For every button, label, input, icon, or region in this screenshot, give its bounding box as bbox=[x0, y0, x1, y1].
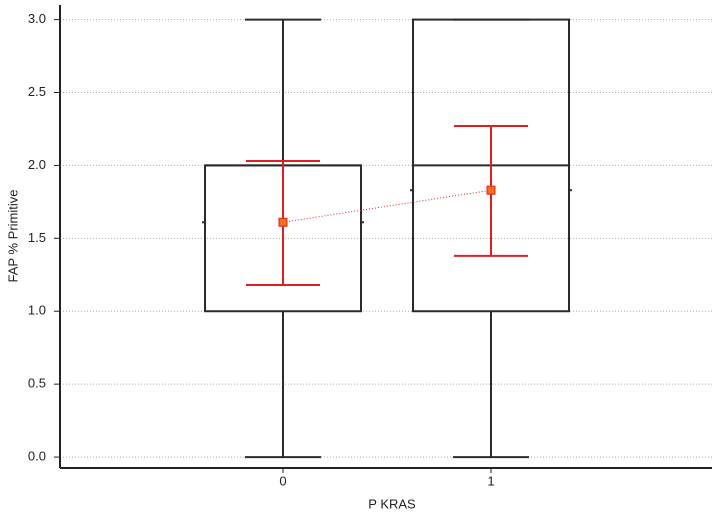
y-tick-label: 0.5 bbox=[28, 376, 46, 391]
x-axis-label: P KRAS bbox=[368, 496, 416, 511]
mean-marker bbox=[486, 185, 496, 195]
y-tick-label: 1.0 bbox=[28, 303, 46, 318]
y-tick-label: 3.0 bbox=[28, 11, 46, 26]
x-tick-label: 0 bbox=[279, 473, 286, 488]
mean-marker bbox=[278, 217, 288, 227]
y-tick-label: 2.5 bbox=[28, 84, 46, 99]
mean-line bbox=[282, 189, 492, 223]
x-tick-label: 1 bbox=[487, 473, 494, 488]
y-tick-label: 1.5 bbox=[28, 230, 46, 245]
y-axis-label: FAP % Primitive bbox=[5, 190, 20, 283]
y-tick-label: 2.0 bbox=[28, 157, 46, 172]
y-tick-label: 0.0 bbox=[28, 449, 46, 464]
